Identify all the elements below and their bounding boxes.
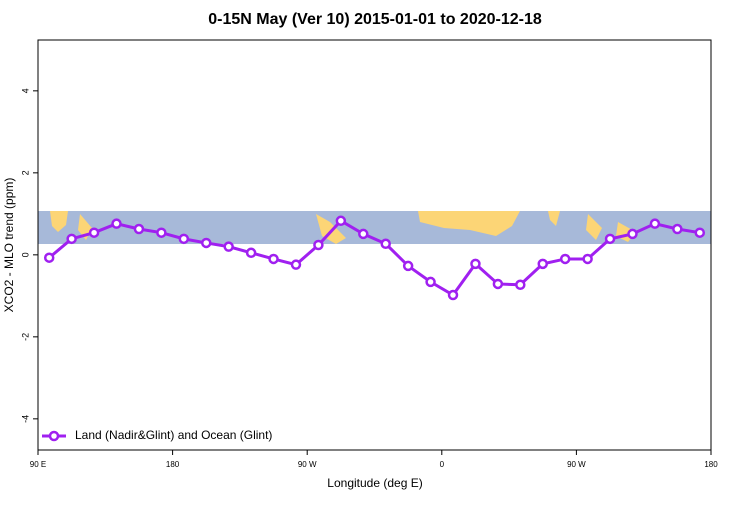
point	[492, 278, 504, 290]
chart-title: 0-15N May (Ver 10) 2015-01-01 to 2020-12…	[208, 11, 542, 28]
y-tick-label: -4	[20, 415, 30, 423]
plot-frame	[37, 39, 712, 451]
point	[380, 238, 391, 250]
point	[156, 227, 167, 238]
legend-marker	[48, 430, 60, 442]
point	[178, 233, 190, 245]
point	[335, 215, 347, 227]
point	[537, 258, 548, 270]
x-tick-label: 180	[166, 460, 180, 469]
point	[425, 276, 436, 288]
x-tick-label: 180	[704, 460, 718, 469]
point	[470, 258, 481, 270]
point	[66, 233, 77, 245]
y-tick-label: 2	[20, 170, 30, 175]
point	[313, 239, 324, 251]
point	[88, 227, 100, 238]
point	[358, 228, 369, 240]
x-tick-label: 90 W	[298, 460, 317, 469]
point	[245, 247, 257, 259]
point	[43, 252, 55, 263]
point	[582, 253, 593, 265]
point	[223, 241, 234, 252]
point	[133, 223, 145, 235]
y-tick-label: 4	[20, 88, 30, 93]
point	[672, 223, 683, 235]
point	[268, 253, 279, 265]
y-tick-label: -2	[20, 333, 30, 341]
point	[604, 233, 616, 245]
point	[649, 218, 661, 229]
point	[290, 259, 302, 270]
y-tick-label: 0	[20, 252, 30, 257]
point	[694, 227, 706, 238]
x-axis-label: Longitude (deg E)	[327, 476, 422, 490]
point	[111, 218, 122, 229]
point	[559, 253, 571, 265]
x-tick-label: 0	[440, 460, 445, 469]
point	[515, 279, 526, 291]
point	[447, 289, 459, 301]
point	[201, 237, 212, 249]
x-tick-label: 90 E	[30, 460, 46, 469]
legend-label: Land (Nadir&Glint) and Ocean (Glint)	[75, 428, 272, 442]
point	[627, 228, 638, 240]
y-axis-label: XCO2 - MLO trend (ppm)	[2, 178, 16, 313]
point	[402, 260, 414, 272]
x-tick-label: 90 W	[567, 460, 586, 469]
